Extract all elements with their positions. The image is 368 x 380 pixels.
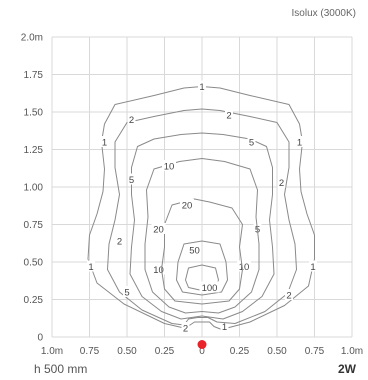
contour-label-100: 100	[202, 283, 218, 294]
contour-label-2: 2	[183, 324, 188, 335]
contour-label-bg	[100, 136, 109, 147]
contour-label-1: 1	[297, 138, 302, 149]
x-tick-label: 0.25	[230, 346, 250, 357]
contour-line-2	[107, 108, 297, 326]
x-tick-label: 0.25	[155, 346, 175, 357]
contour-line-50	[176, 240, 228, 296]
contour-label-1: 1	[102, 138, 107, 149]
contour-line-5	[129, 132, 275, 320]
contour-label-bg	[277, 176, 286, 188]
contour-label-bg	[225, 109, 233, 120]
contour-label-2: 2	[129, 115, 134, 126]
y-tick-label: 0.75	[24, 220, 44, 231]
x-tick-label: 0.75	[80, 346, 100, 357]
contour-label-2: 2	[279, 178, 284, 189]
y-tick-label: 2.0m	[21, 33, 43, 44]
contour-label-1: 1	[310, 262, 315, 273]
contour-label-bg	[127, 173, 136, 185]
contour-label-bg	[247, 136, 256, 147]
x-tick-label: 1.0m	[341, 346, 363, 357]
contour-label-bg	[181, 322, 190, 333]
contour-line-20	[161, 198, 243, 305]
contour-label-bg	[127, 113, 136, 125]
contour-label-10: 10	[164, 162, 175, 173]
contour-label-10: 10	[239, 262, 250, 273]
x-tick-label: 1.0m	[41, 346, 63, 357]
contour-label-20: 20	[153, 225, 164, 236]
contour-label-bg	[151, 263, 166, 275]
height-label: h 500 mm	[34, 362, 88, 376]
y-tick-label: 1.75	[24, 70, 44, 81]
contour-label-5: 5	[129, 175, 134, 186]
power-label: 2W	[338, 362, 356, 376]
contour-label-bg	[180, 199, 194, 210]
contour-label-5: 5	[249, 138, 254, 149]
contour-label-10: 10	[153, 265, 164, 276]
contour-label-20: 20	[182, 201, 193, 212]
contour-label-2: 2	[117, 237, 122, 248]
y-tick-label: 1.50	[24, 108, 44, 119]
contour-label-bg	[309, 260, 317, 272]
contour-label-5: 5	[124, 288, 129, 299]
contour-label-1: 1	[222, 322, 227, 333]
y-tick-label: 1.00	[24, 183, 44, 194]
contour-label-bg	[295, 136, 304, 147]
y-tick-label: 1.25	[24, 145, 44, 156]
contour-label-bg	[115, 235, 124, 246]
contour-label-2: 2	[286, 291, 291, 302]
contour-label-bg	[123, 286, 131, 297]
light-source-dot	[197, 340, 207, 349]
contour-line-1	[87, 86, 315, 330]
contour-label-bg	[198, 80, 206, 92]
contour-label-bg	[162, 160, 176, 171]
contour-label-1: 1	[199, 82, 204, 93]
y-tick-label: 0	[37, 333, 43, 344]
y-tick-label: 0.25	[24, 295, 44, 306]
contour-label-bg	[220, 320, 229, 332]
chart-title: Isolux (3000K)	[291, 8, 356, 19]
contour-label-bg	[237, 260, 251, 272]
x-tick-label: 0.75	[305, 346, 325, 357]
contour-label-1: 1	[88, 262, 93, 273]
contour-line-10	[144, 158, 260, 314]
x-tick-label: 0.50	[267, 346, 287, 357]
contour-label-bg	[187, 244, 202, 255]
y-tick-label: 0.50	[24, 258, 44, 269]
contour-label-50: 50	[189, 246, 200, 257]
contour-label-bg	[87, 260, 95, 272]
contour-label-2: 2	[226, 111, 231, 122]
x-tick-label: 0	[199, 346, 205, 357]
x-tick-label: 0.50	[117, 346, 137, 357]
contour-label-bg	[151, 223, 166, 234]
contour-label-bg	[199, 281, 220, 293]
contour-label-bg	[285, 289, 293, 300]
